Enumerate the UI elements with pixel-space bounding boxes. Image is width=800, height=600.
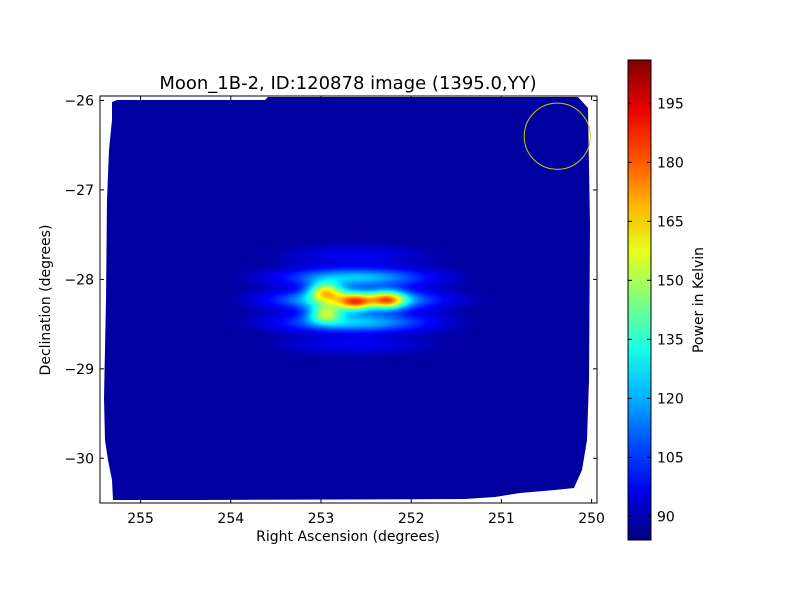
- y-axis-label: Declination (degrees): [38, 225, 54, 376]
- y-tick-label: −30: [64, 451, 94, 467]
- y-tick-label: −27: [64, 183, 94, 199]
- colorbar: [627, 59, 652, 541]
- colorbar-tick-label: 105: [657, 450, 684, 466]
- y-tick-label: −28: [64, 272, 94, 288]
- x-tick-label: 251: [488, 511, 515, 527]
- colorbar-tick-label: 180: [657, 155, 684, 171]
- chart-title: Moon_1B-2, ID:120878 image (1395.0,YY): [159, 73, 536, 94]
- colorbar-tick-label: 120: [657, 391, 684, 407]
- y-ticks: −26 −27 −28 −29 −30: [64, 93, 597, 467]
- x-axis-label: Right Ascension (degrees): [256, 529, 440, 545]
- colorbar-tick-label: 150: [657, 273, 684, 289]
- plot-frame: [99, 95, 598, 504]
- colorbar-tick-label: 165: [657, 214, 684, 230]
- x-tick-label: 255: [127, 511, 154, 527]
- x-ticks: 255 254 253 252 251 250: [127, 96, 605, 527]
- colorbar-tick-label: 90: [657, 509, 675, 525]
- x-tick-label: 252: [398, 511, 425, 527]
- colorbar-label: Power in Kelvin: [691, 247, 707, 353]
- x-tick-label: 250: [578, 511, 605, 527]
- x-tick-label: 253: [308, 511, 335, 527]
- x-tick-label: 254: [217, 511, 244, 527]
- y-tick-label: −29: [64, 362, 94, 378]
- heatmap-layer: [100, 96, 597, 503]
- colorbar-tick-label: 135: [657, 332, 684, 348]
- y-tick-label: −26: [64, 93, 94, 109]
- heatmap-image: [100, 96, 597, 503]
- beam-circle: [523, 102, 591, 170]
- colorbar-tick-label: 195: [657, 96, 684, 112]
- colorbar-ticks: 90 105 120 135 150 165 180 195: [628, 96, 684, 525]
